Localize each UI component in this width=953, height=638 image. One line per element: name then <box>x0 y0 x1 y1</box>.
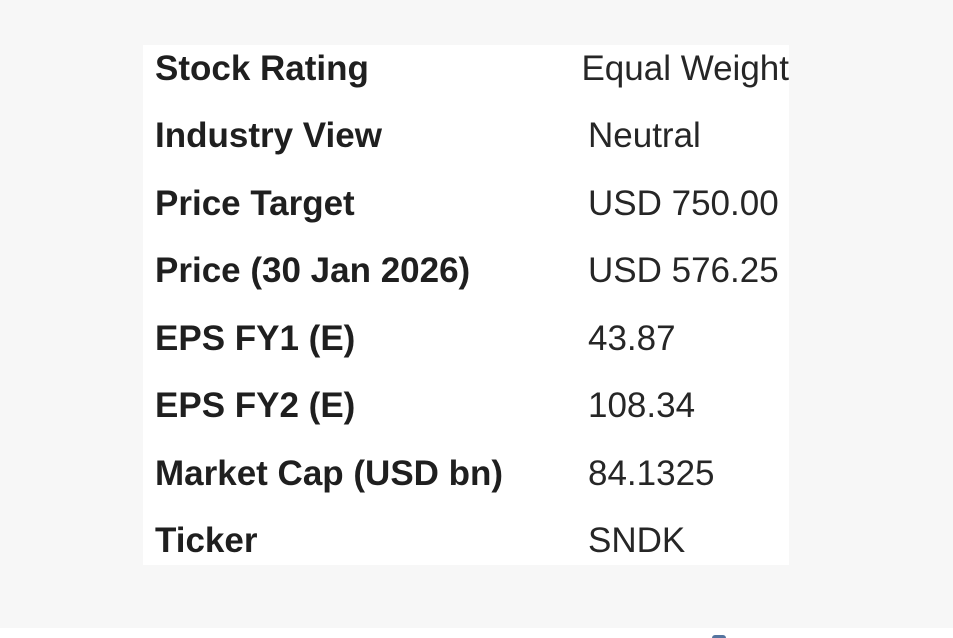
table-row: Stock Rating Equal Weight <box>143 45 789 93</box>
row-value: 84.1325 <box>588 453 715 493</box>
row-label: Stock Rating <box>155 49 369 88</box>
table-row: Industry View Neutral <box>143 112 789 160</box>
row-label: Ticker <box>155 520 258 560</box>
row-label: Industry View <box>155 116 382 156</box>
row-label: Price Target <box>155 183 355 223</box>
bottom-content-band <box>0 628 953 638</box>
row-value: SNDK <box>588 520 686 560</box>
row-value: Equal Weight <box>581 49 789 88</box>
table-row: Ticker SNDK <box>143 517 789 565</box>
row-value: USD 750.00 <box>588 183 779 223</box>
stock-summary-card: Stock Rating Equal Weight Industry View Neu… <box>143 45 789 565</box>
table-row: EPS FY2 (E) 108.34 <box>143 382 789 430</box>
row-label: EPS FY2 (E) <box>155 386 356 426</box>
table-row: Price Target USD 750.00 <box>143 180 789 228</box>
table-row: EPS FY1 (E) 43.87 <box>143 315 789 363</box>
row-value: USD 576.25 <box>588 251 779 291</box>
row-value: 108.34 <box>588 386 696 426</box>
table-row: Price (30 Jan 2026) USD 576.25 <box>143 247 789 295</box>
row-label: Market Cap (USD bn) <box>155 453 504 493</box>
row-value: 43.87 <box>588 318 676 358</box>
clipped-blue-logo-icon <box>712 635 726 638</box>
row-value: Neutral <box>588 116 701 156</box>
row-label: EPS FY1 (E) <box>155 318 356 358</box>
table-row: Market Cap (USD bn) 84.1325 <box>143 450 789 498</box>
row-label: Price (30 Jan 2026) <box>155 251 471 291</box>
